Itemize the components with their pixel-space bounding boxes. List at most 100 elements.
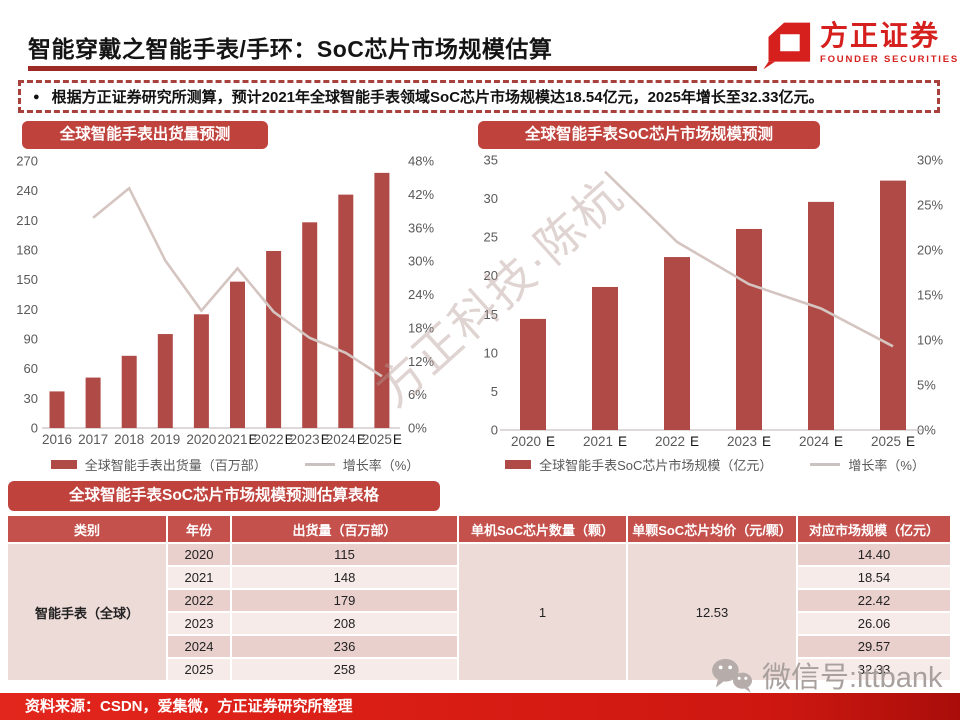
left-axis-tick: 20 xyxy=(484,268,498,283)
right-axis-tick: 5% xyxy=(917,378,936,393)
soc-market-forecast-chart: 0 5 10 15 20 25 30 35 0% 5% 10% 15% 20% 25% 30% 2020 E 20… xyxy=(484,153,944,450)
x-axis-label: 2017 xyxy=(78,432,108,447)
left-axis-tick: 15 xyxy=(484,307,498,322)
table-cell-shipments: 148 xyxy=(232,567,457,588)
brand-logo: 方正证券 FOUNDER SECURITIES xyxy=(762,20,959,72)
bullet-icon: ● xyxy=(33,90,40,103)
legend-label: 增长率（%） xyxy=(848,457,925,473)
x-axis-label: 2025E xyxy=(362,432,402,447)
table-cell-chips-per-device: 1 xyxy=(459,544,626,680)
right-axis-tick: 18% xyxy=(408,320,434,335)
x-axis-label: 2020 E xyxy=(511,434,555,449)
left-axis-tick: 270 xyxy=(16,154,38,169)
table-cell-shipments: 258 xyxy=(232,659,457,680)
line-swatch-icon xyxy=(304,462,335,466)
right-axis-tick: 30% xyxy=(408,254,434,269)
table-cell-category: 智能手表（全球） xyxy=(8,544,166,680)
legend-item: 全球智能手表SoC芯片市场规模（亿元） xyxy=(505,455,772,474)
table-header-cell: 年份 xyxy=(168,516,230,542)
right-axis-tick: 12% xyxy=(408,354,434,369)
growth-rate-line xyxy=(604,170,894,348)
bar xyxy=(85,377,101,428)
bar xyxy=(266,250,282,428)
bar xyxy=(338,194,354,428)
table-header-cell: 类别 xyxy=(8,516,166,542)
table-cell-year: 2021 xyxy=(168,567,230,588)
table-cell-year: 2024 xyxy=(168,636,230,657)
founder-logo-icon xyxy=(763,22,811,70)
right-axis-tick: 6% xyxy=(408,387,427,402)
right-axis-tick: 0% xyxy=(917,423,936,438)
table-cell-shipments: 208 xyxy=(232,613,457,634)
left-axis-tick: 30 xyxy=(24,391,38,406)
left-axis-tick: 90 xyxy=(24,332,38,347)
x-axis-label: 2022E xyxy=(254,432,294,447)
right-axis-tick: 24% xyxy=(408,287,434,302)
line-swatch-icon xyxy=(810,462,841,466)
bar xyxy=(49,391,65,428)
bar xyxy=(374,172,390,428)
brand-subtitle: FOUNDER SECURITIES xyxy=(820,54,960,66)
right-chart-legend: 全球智能手表SoC芯片市场规模（亿元） 增长率（%） xyxy=(470,453,960,475)
table-header-cell: 单机SoC芯片数量（颗） xyxy=(459,516,626,542)
legend-label: 全球智能手表出货量（百万部） xyxy=(84,457,267,473)
bar xyxy=(157,334,173,428)
bar xyxy=(121,355,137,428)
table-cell-market-size: 29.57 xyxy=(798,636,950,657)
bar xyxy=(520,318,546,430)
bar xyxy=(880,180,906,430)
legend-item: 增长率（%） xyxy=(810,455,925,474)
table-cell-year: 2022 xyxy=(168,590,230,611)
table-cell-market-size: 22.42 xyxy=(798,590,950,611)
table-cell-shipments: 179 xyxy=(232,590,457,611)
right-chart-title: 全球智能手表SoC芯片市场规模预测 xyxy=(478,121,820,149)
left-axis-tick: 150 xyxy=(16,272,38,287)
table-cell-shipments: 236 xyxy=(232,636,457,657)
estimate-table: 类别 年份 出货量（百万部） 单机SoC芯片数量（颗） 单颗SoC芯片均价（元/颗） 对应… xyxy=(8,516,950,680)
left-axis-tick: 0 xyxy=(491,423,498,438)
left-axis-tick: 240 xyxy=(16,183,38,198)
title-underline xyxy=(28,66,757,71)
bar xyxy=(193,314,209,428)
right-axis-tick: 30% xyxy=(917,153,943,168)
bar-swatch-icon xyxy=(505,459,532,469)
left-axis-tick: 60 xyxy=(24,361,38,376)
right-axis-tick: 10% xyxy=(917,333,943,348)
right-axis-tick: 25% xyxy=(917,198,943,213)
left-chart-title: 全球智能手表出货量预测 xyxy=(22,121,268,149)
shipment-forecast-chart: 0 30 60 90 120 150 180 210 240 270 0% 6% 12% 18% 24% 30… xyxy=(16,154,434,448)
left-axis-tick: 30 xyxy=(484,191,498,206)
x-axis-label: 2019 xyxy=(150,432,180,447)
table-cell-market-size: 14.40 xyxy=(798,544,950,565)
bar-swatch-icon xyxy=(50,459,77,469)
bar xyxy=(808,201,834,430)
table-cell-market-size: 26.06 xyxy=(798,613,950,634)
legend-item: 全球智能手表出货量（百万部） xyxy=(50,455,267,474)
right-axis-tick: 36% xyxy=(408,220,434,235)
right-axis-tick: 15% xyxy=(917,288,943,303)
x-axis-label: 2024E xyxy=(326,432,366,447)
table-cell-year: 2023 xyxy=(168,613,230,634)
right-axis-tick: 20% xyxy=(917,243,943,258)
table-cell-year: 2025 xyxy=(168,659,230,680)
x-axis-label: 2020 xyxy=(186,432,216,447)
bar xyxy=(302,222,318,428)
table-header-cell: 对应市场规模（亿元） xyxy=(798,516,950,542)
left-axis-tick: 210 xyxy=(16,213,38,228)
brand-name: 方正证券 xyxy=(820,20,941,51)
left-axis-tick: 25 xyxy=(484,230,498,245)
growth-rate-line xyxy=(92,186,383,378)
right-axis-tick: 48% xyxy=(408,154,434,169)
table-header-cell: 单颗SoC芯片均价（元/颗） xyxy=(628,516,796,542)
left-axis-tick: 5 xyxy=(491,384,498,399)
x-axis-label: 2016 xyxy=(42,432,72,447)
left-axis-tick: 10 xyxy=(484,345,498,360)
summary-text: 根据方正证券研究所测算，预计2021年全球智能手表领域SoC芯片市场规模达18.… xyxy=(51,89,824,106)
table-cell-shipments: 115 xyxy=(232,544,457,565)
